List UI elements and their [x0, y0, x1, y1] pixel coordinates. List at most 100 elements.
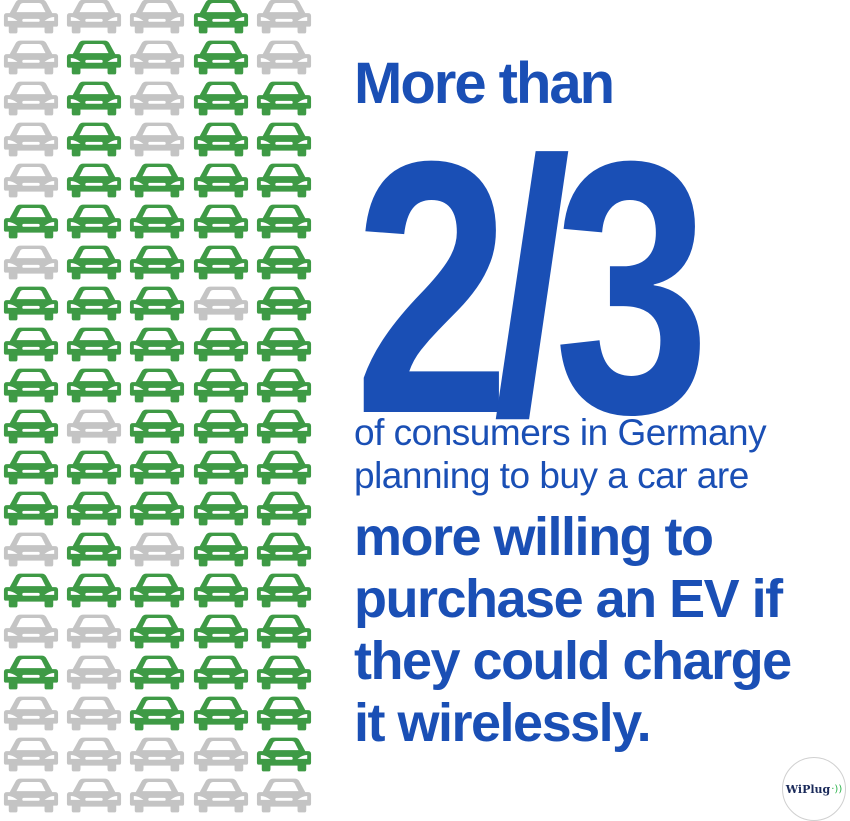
ev-car-icon — [192, 652, 250, 692]
ev-car-icon — [192, 160, 250, 200]
grey-car-icon — [65, 652, 123, 692]
grey-car-icon — [128, 78, 186, 118]
grey-car-icon — [2, 119, 60, 159]
grey-car-icon — [65, 775, 123, 815]
ev-car-icon — [255, 201, 313, 241]
ev-car-icon — [128, 365, 186, 405]
ev-car-icon — [65, 447, 123, 487]
fraction-two-thirds: 2/3 — [354, 87, 710, 489]
ev-car-icon — [128, 652, 186, 692]
grey-car-icon — [2, 611, 60, 651]
grey-car-icon — [65, 406, 123, 446]
ev-car-icon — [128, 406, 186, 446]
grey-car-icon — [2, 693, 60, 733]
grey-car-icon — [192, 283, 250, 323]
grey-car-icon — [65, 0, 123, 36]
ev-car-icon — [2, 201, 60, 241]
car-grid — [0, 0, 318, 818]
bold-line-4: it wirelessly. — [354, 693, 652, 753]
ev-car-icon — [255, 488, 313, 528]
grey-car-icon — [2, 529, 60, 569]
ev-car-icon — [128, 283, 186, 323]
grey-car-icon — [65, 693, 123, 733]
ev-car-icon — [65, 324, 123, 364]
ev-car-icon — [2, 652, 60, 692]
bold-line-1: more willing to — [354, 507, 714, 567]
ev-car-icon — [192, 324, 250, 364]
ev-car-icon — [128, 611, 186, 651]
logo-text: WiPlug — [785, 782, 831, 796]
grey-car-icon — [128, 119, 186, 159]
ev-car-icon — [2, 365, 60, 405]
ev-car-icon — [65, 570, 123, 610]
grey-car-icon — [128, 734, 186, 774]
grey-car-icon — [2, 78, 60, 118]
ev-car-icon — [255, 447, 313, 487]
subtext-line-1: of consumers in Germany — [354, 412, 767, 453]
grey-car-icon — [65, 611, 123, 651]
ev-car-icon — [192, 488, 250, 528]
grey-car-icon — [2, 242, 60, 282]
grey-car-icon — [255, 775, 313, 815]
ev-car-icon — [192, 365, 250, 405]
ev-car-icon — [192, 242, 250, 282]
ev-car-icon — [65, 365, 123, 405]
ev-car-icon — [192, 693, 250, 733]
ev-car-icon — [255, 652, 313, 692]
ev-car-icon — [255, 693, 313, 733]
bold-line-2: purchase an EV if — [354, 569, 783, 629]
ev-car-icon — [2, 447, 60, 487]
grey-car-icon — [2, 734, 60, 774]
ev-car-icon — [255, 611, 313, 651]
grey-car-icon — [192, 734, 250, 774]
ev-car-icon — [255, 406, 313, 446]
ev-car-icon — [128, 570, 186, 610]
ev-car-icon — [255, 160, 313, 200]
ev-car-icon — [255, 283, 313, 323]
ev-car-icon — [255, 734, 313, 774]
grey-car-icon — [255, 0, 313, 36]
grey-car-icon — [128, 775, 186, 815]
ev-car-icon — [255, 242, 313, 282]
ev-car-icon — [65, 529, 123, 569]
grey-car-icon — [128, 37, 186, 77]
ev-car-icon — [255, 365, 313, 405]
ev-car-icon — [128, 693, 186, 733]
ev-car-icon — [128, 201, 186, 241]
grey-car-icon — [65, 734, 123, 774]
ev-car-icon — [65, 78, 123, 118]
ev-car-icon — [2, 324, 60, 364]
ev-car-icon — [128, 160, 186, 200]
ev-car-icon — [192, 570, 250, 610]
ev-car-icon — [65, 242, 123, 282]
ev-car-icon — [192, 119, 250, 159]
grey-car-icon — [128, 0, 186, 36]
ev-car-icon — [65, 37, 123, 77]
grey-car-icon — [255, 37, 313, 77]
ev-car-icon — [65, 201, 123, 241]
ev-car-icon — [65, 488, 123, 528]
grey-car-icon — [2, 0, 60, 36]
ev-car-icon — [128, 324, 186, 364]
grey-car-icon — [2, 775, 60, 815]
ev-car-icon — [255, 119, 313, 159]
bold-line-3: they could charge — [354, 631, 792, 691]
ev-car-icon — [255, 324, 313, 364]
grey-car-icon — [2, 160, 60, 200]
ev-car-icon — [65, 119, 123, 159]
ev-car-icon — [128, 447, 186, 487]
ev-car-icon — [192, 529, 250, 569]
grey-car-icon — [192, 775, 250, 815]
ev-car-icon — [255, 529, 313, 569]
ev-car-icon — [255, 78, 313, 118]
ev-car-icon — [2, 406, 60, 446]
ev-car-icon — [192, 406, 250, 446]
ev-car-icon — [192, 447, 250, 487]
grey-car-icon — [128, 529, 186, 569]
ev-car-icon — [2, 570, 60, 610]
ev-car-icon — [192, 0, 250, 36]
ev-car-icon — [65, 160, 123, 200]
ev-car-icon — [2, 283, 60, 323]
ev-car-icon — [65, 283, 123, 323]
ev-car-icon — [128, 488, 186, 528]
